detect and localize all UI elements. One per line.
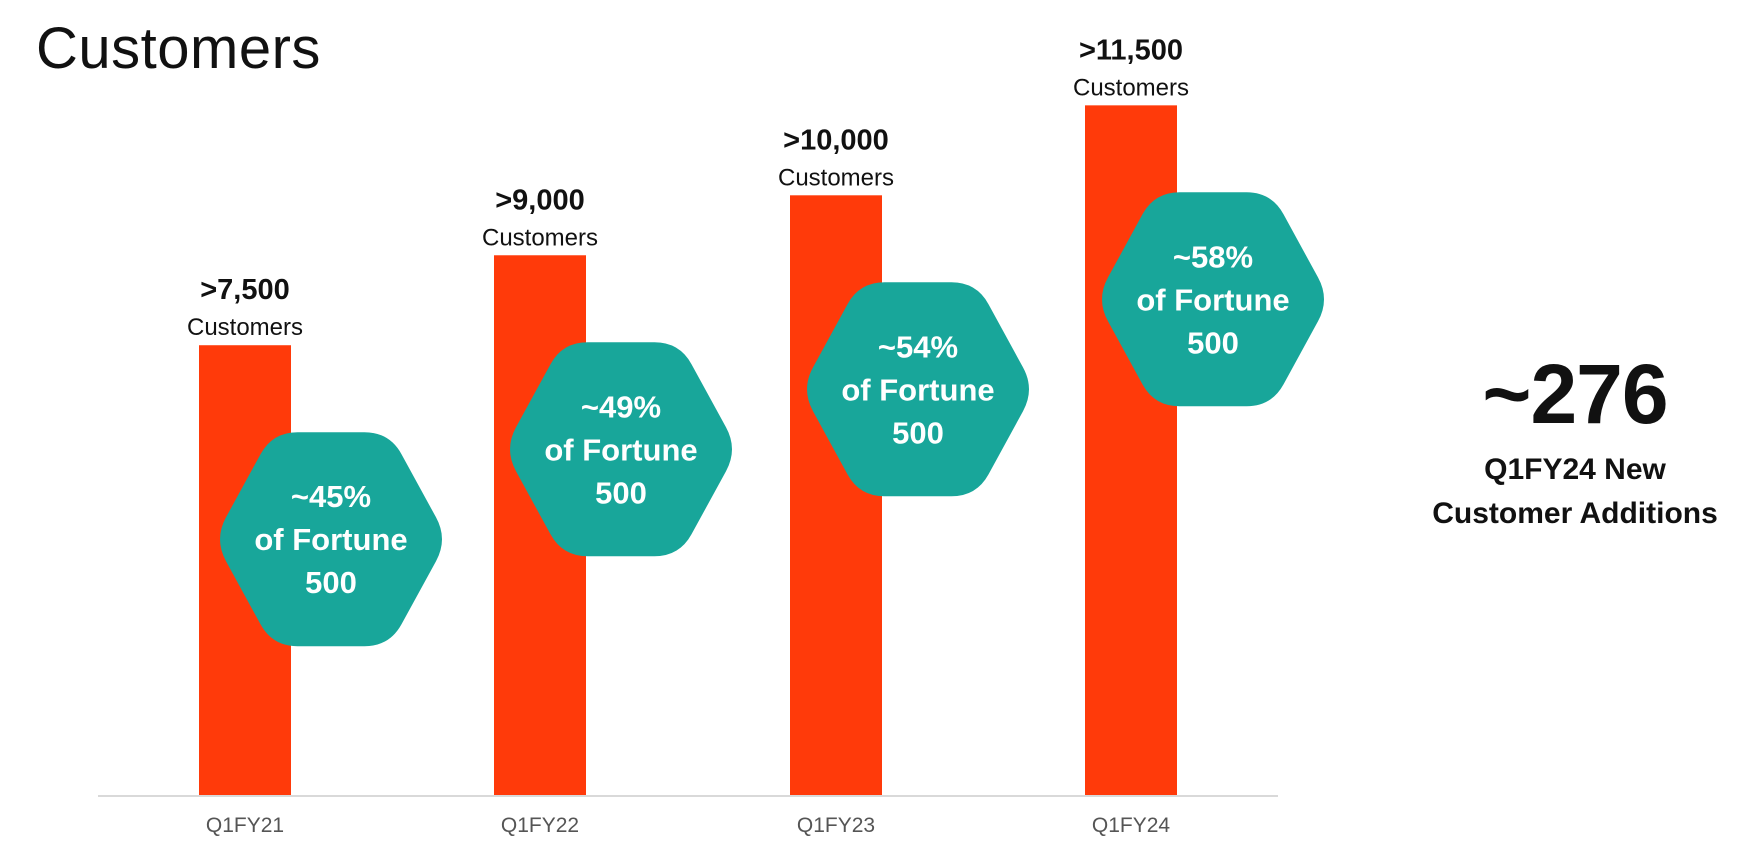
value-sublabel-q1fy24: Customers [1073, 74, 1189, 101]
value-sublabel-q1fy21: Customers [187, 314, 303, 341]
fortune500-label-q1fy21-line-3: 500 [305, 565, 357, 600]
tick-label-q1fy21: Q1FY21 [206, 814, 284, 837]
fortune500-label-q1fy23-line-2: of Fortune [841, 372, 994, 407]
tick-label-q1fy23: Q1FY23 [797, 814, 875, 837]
fortune500-hexagon-q1fy23 [807, 282, 1029, 497]
fortune500-hexagon-q1fy22 [510, 342, 732, 557]
value-label-q1fy22: >9,000 [495, 184, 585, 216]
fortune500-label-q1fy24-line-1: ~58% [1173, 239, 1253, 274]
fortune500-label-q1fy21-line-2: of Fortune [254, 522, 407, 557]
fortune500-label-q1fy24-line-3: 500 [1187, 325, 1239, 360]
fortune500-label-q1fy23-line-3: 500 [892, 415, 944, 450]
fortune500-label-q1fy22-line-2: of Fortune [544, 432, 697, 467]
value-sublabel-q1fy22: Customers [482, 224, 598, 251]
tick-label-q1fy24: Q1FY24 [1092, 814, 1171, 837]
tick-label-q1fy22: Q1FY22 [501, 814, 579, 837]
new-customers-callout: ~276 Q1FY24 New Customer Additions [1410, 350, 1740, 535]
value-label-q1fy24: >11,500 [1079, 34, 1183, 66]
fortune500-label-q1fy23-line-1: ~54% [878, 329, 958, 364]
fortune500-hexagon-q1fy24 [1102, 192, 1324, 407]
value-sublabel-q1fy23: Customers [778, 164, 894, 191]
fortune500-label-q1fy24-line-2: of Fortune [1136, 282, 1289, 317]
value-label-q1fy23: >10,000 [783, 124, 889, 156]
value-label-q1fy21: >7,500 [200, 274, 290, 306]
page-title: Customers [36, 16, 321, 81]
fortune500-label-q1fy21-line-1: ~45% [291, 479, 371, 514]
callout-value: ~276 [1482, 347, 1668, 441]
fortune500-label-q1fy22-line-3: 500 [595, 475, 647, 510]
callout-label-line-2: Customer Additions [1432, 496, 1718, 530]
callout-label: Q1FY24 New Customer Additions [1410, 448, 1740, 535]
fortune500-hexagon-q1fy21 [220, 432, 442, 647]
fortune500-label-q1fy22-line-1: ~49% [581, 389, 661, 424]
callout-label-line-1: Q1FY24 New [1484, 453, 1666, 487]
